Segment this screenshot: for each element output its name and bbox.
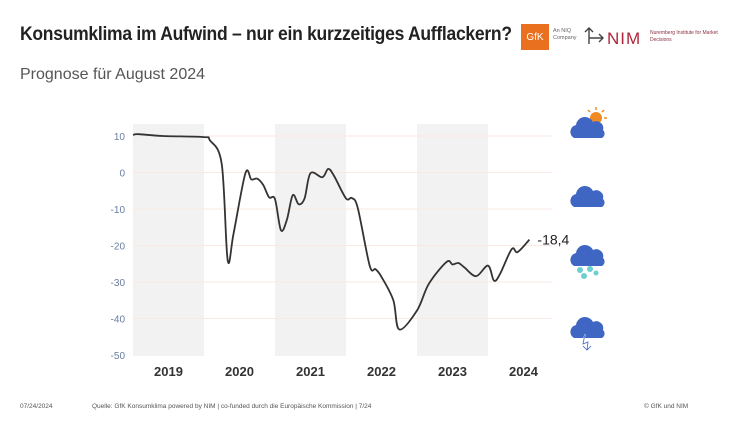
y-tick-label: 0	[119, 169, 125, 180]
line-chart: 10 0 -10 -20 -30 -40 -50 2019 2020 2021 2022 2023 20…	[111, 124, 570, 379]
shaded-year-band	[275, 124, 346, 356]
y-tick-label: -10	[111, 205, 126, 216]
series-line	[132, 133, 531, 331]
shaded-year-band	[133, 124, 204, 356]
y-tick-label: -50	[111, 351, 126, 362]
thunder-cloud-icon	[570, 317, 605, 352]
x-tick-label: 2023	[438, 364, 467, 379]
page-title: Konsumklima im Aufwind – nur ein kurzzei…	[20, 24, 512, 45]
gfk-logo: GfK	[521, 24, 549, 50]
footer-source: Quelle: GfK Konsumklima powered by NIM |…	[92, 403, 372, 410]
y-tick-label: 10	[114, 132, 126, 143]
nim-logo-subtitle: Nuremberg Institute for Market Decisions	[650, 30, 718, 43]
end-value-label: -18,4	[537, 232, 569, 248]
x-tick-label: 2020	[225, 364, 254, 379]
x-tick-label: 2019	[154, 364, 183, 379]
gfk-logo-subtitle: An NIQ Company	[553, 28, 577, 41]
nim-logo: NIM	[607, 29, 642, 48]
sun-cloud-icon	[570, 107, 607, 138]
shaded-year-band	[417, 124, 488, 356]
x-tick-label: 2024	[509, 364, 539, 379]
x-tick-label: 2022	[367, 364, 396, 379]
y-tick-label: -20	[111, 242, 126, 253]
nim-arrow-logo-icon	[584, 27, 604, 44]
x-tick-label: 2021	[296, 364, 325, 379]
cloud-icon	[570, 186, 605, 207]
y-tick-label: -40	[111, 315, 126, 326]
page-subtitle: Prognose für August 2024	[20, 66, 206, 83]
rain-cloud-icon	[570, 245, 605, 279]
footer-copyright: © GfK und NIM	[644, 403, 689, 410]
y-tick-label: -30	[111, 278, 126, 289]
footer-date: 07/24/2024	[20, 403, 53, 410]
